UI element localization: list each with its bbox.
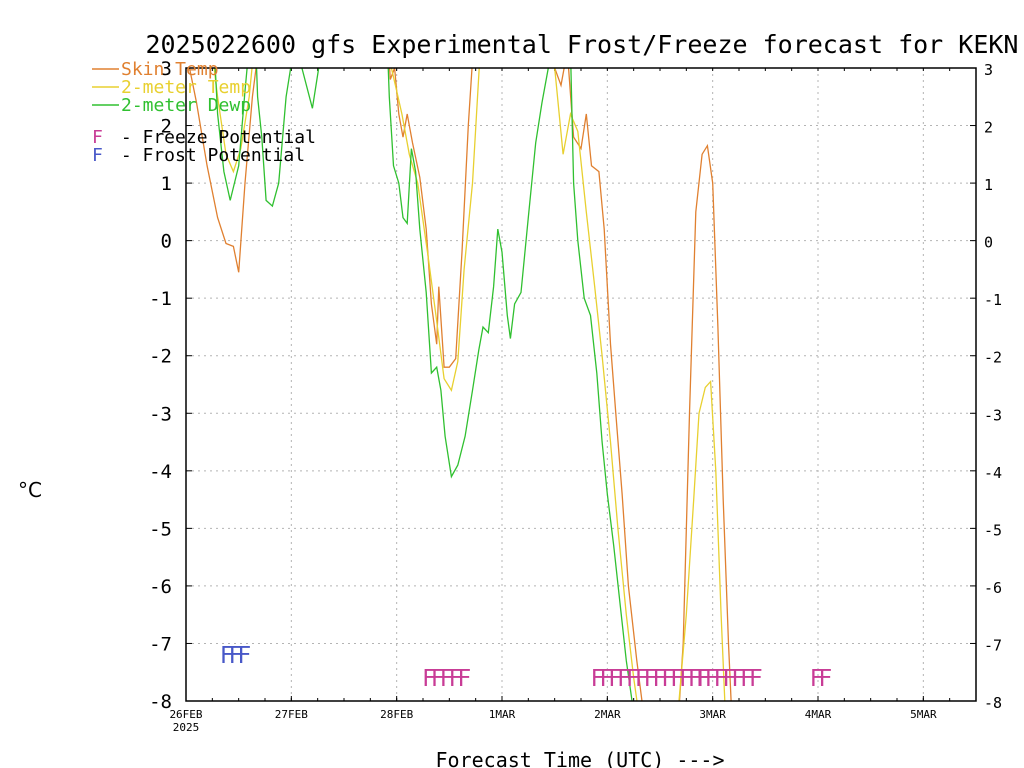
- x-tick-label: 4MAR: [805, 708, 832, 721]
- series-line-2-meter-temp: [213, 68, 726, 701]
- y-tick-label-left: -1: [149, 288, 172, 310]
- x-tick-label: 28FEB: [380, 708, 413, 721]
- x-tick-label: 27FEB: [275, 708, 308, 721]
- y-tick-label-left: -4: [149, 461, 172, 483]
- y-tick-label-left: 3: [161, 58, 172, 80]
- frost-potential-marker: FFF: [220, 643, 251, 669]
- legend: Skin Temp 2-meter Temp 2-meter Dewp F - …: [92, 59, 316, 166]
- y-tick-label-right: -3: [984, 406, 1002, 424]
- legend-freeze-label: - Freeze Potential: [110, 127, 316, 148]
- legend-label-2m-dewp: 2-meter Dewp: [121, 95, 251, 116]
- y-tick-label-left: -3: [149, 403, 172, 425]
- y-tick-label-left: 2: [161, 116, 172, 138]
- y-tick-label-right: 3: [984, 61, 993, 79]
- legend-label-2m-temp: 2-meter Temp: [121, 77, 251, 98]
- chart-title: 2025022600 gfs Experimental Frost/Freeze…: [146, 30, 1019, 59]
- y-tick-label-right: -5: [984, 521, 1002, 539]
- x-tick-label: 5MAR: [910, 708, 937, 721]
- y-tick-label-right: -6: [984, 579, 1002, 597]
- freeze-potential-marker: FFFFF: [422, 666, 470, 692]
- y-tick-label-left: -6: [149, 576, 172, 598]
- x-tick-label: 1MAR: [489, 708, 516, 721]
- y-tick-label-left: -7: [149, 633, 172, 655]
- series-lines: [188, 68, 732, 701]
- y-tick-label-right: -7: [984, 636, 1002, 654]
- y-tick-label-left: -2: [149, 346, 172, 368]
- x-tick-sublabel: 2025: [173, 721, 200, 734]
- freeze-potential-marker: FFFFFFFFFFFFF: [590, 666, 709, 692]
- y-tick-label-left: -8: [149, 691, 172, 713]
- x-tick-label: 3MAR: [699, 708, 726, 721]
- legend-frost-letter: F: [92, 145, 103, 166]
- legend-frost-label: - Frost Potential: [110, 145, 305, 166]
- y-tick-label-right: -2: [984, 349, 1002, 367]
- axis-ticks: -8 -8 -7 -7 -6 -6 -5 -5 -4 -4 -3 -3 -2 -2 -1 -1 0 0 1 1 2 2 3 3…: [149, 58, 1002, 734]
- series-line-2-meter-dewp: [214, 68, 633, 701]
- y-axis-label: °C: [18, 478, 42, 502]
- y-tick-label-right: 1: [984, 176, 993, 194]
- x-tick-label: 26FEB: [169, 708, 202, 721]
- y-tick-label-left: 0: [161, 231, 172, 253]
- y-tick-label-right: 2: [984, 119, 993, 137]
- freeze-potential-marker: FF: [810, 666, 832, 692]
- freeze-potential-marker: FFFFFFF: [696, 666, 762, 692]
- y-tick-label-left: -5: [149, 518, 172, 540]
- x-tick-label: 2MAR: [594, 708, 621, 721]
- x-axis-label: Forecast Time (UTC) --->: [436, 748, 725, 768]
- y-tick-label-right: -4: [984, 464, 1002, 482]
- y-tick-label-right: 0: [984, 234, 993, 252]
- y-tick-label-right: -8: [984, 694, 1002, 712]
- series-line-skin-temp: [188, 68, 732, 701]
- y-tick-label-right: -1: [984, 291, 1002, 309]
- y-tick-label-left: 1: [161, 173, 172, 195]
- legend-freeze-letter: F: [92, 127, 103, 148]
- legend-label-skin-temp: Skin Temp: [121, 59, 219, 80]
- plot-frame: [185, 67, 977, 702]
